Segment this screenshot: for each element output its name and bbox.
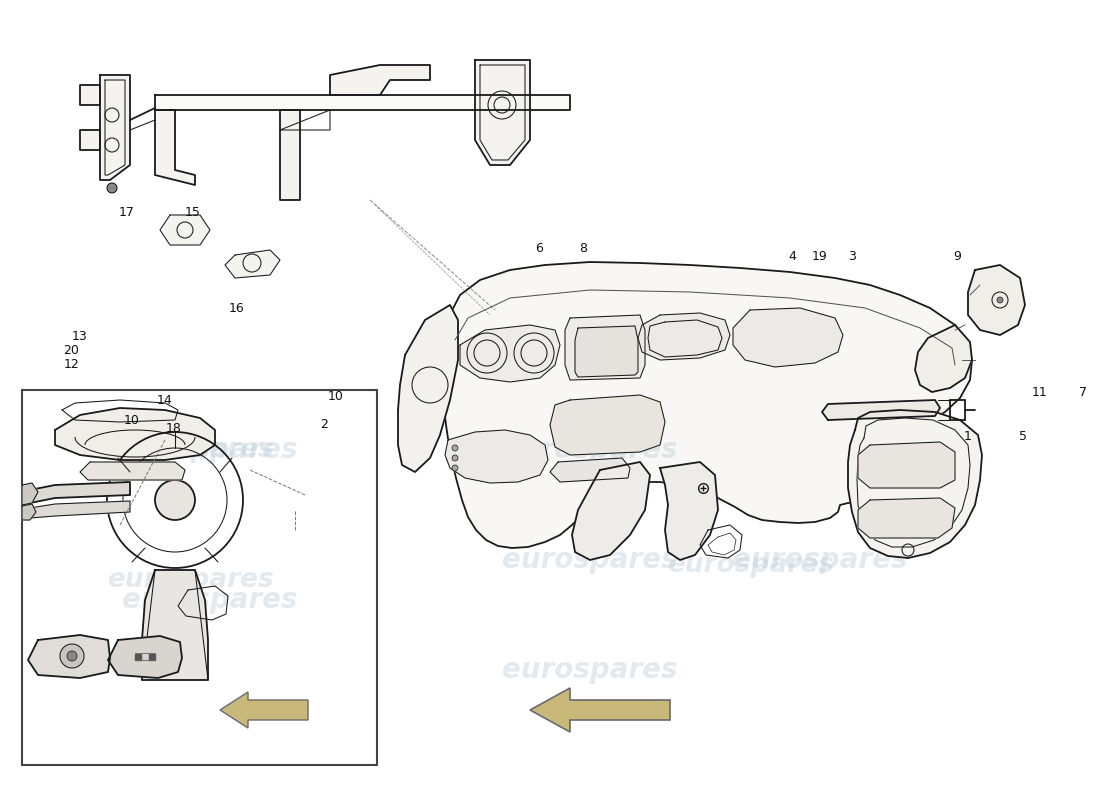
Text: 8: 8: [579, 242, 587, 254]
Polygon shape: [858, 498, 955, 538]
Polygon shape: [822, 400, 940, 420]
Polygon shape: [155, 95, 570, 110]
Text: 14: 14: [157, 394, 173, 406]
Text: eurospares: eurospares: [503, 656, 678, 684]
Text: 5: 5: [1019, 430, 1027, 442]
Text: eurospares: eurospares: [667, 552, 834, 578]
Text: 10: 10: [124, 414, 140, 426]
Polygon shape: [220, 692, 308, 728]
Polygon shape: [733, 308, 843, 367]
Text: eurospares: eurospares: [447, 437, 614, 463]
Polygon shape: [142, 570, 208, 680]
Text: eurospares: eurospares: [122, 436, 298, 464]
Text: eurospares: eurospares: [733, 546, 908, 574]
Circle shape: [452, 445, 458, 451]
Text: eurospares: eurospares: [503, 436, 678, 464]
Circle shape: [997, 297, 1003, 303]
Text: eurospares: eurospares: [503, 546, 678, 574]
Text: 13: 13: [72, 330, 87, 342]
Text: 4: 4: [788, 250, 796, 262]
Polygon shape: [475, 60, 530, 165]
Polygon shape: [80, 462, 185, 480]
Text: eurospares: eurospares: [107, 437, 274, 463]
Bar: [22, 390, 377, 765]
Polygon shape: [80, 130, 100, 150]
Polygon shape: [443, 262, 972, 548]
Polygon shape: [108, 636, 182, 678]
Polygon shape: [155, 110, 195, 185]
Circle shape: [155, 480, 195, 520]
Polygon shape: [915, 325, 972, 392]
Polygon shape: [968, 265, 1025, 335]
Text: 16: 16: [229, 302, 244, 314]
Text: 1: 1: [964, 430, 972, 442]
Polygon shape: [638, 313, 730, 360]
Polygon shape: [550, 458, 630, 482]
Polygon shape: [330, 65, 430, 95]
Circle shape: [60, 644, 84, 668]
Text: 20: 20: [64, 344, 79, 357]
Polygon shape: [848, 410, 982, 558]
Text: 19: 19: [812, 250, 827, 262]
Polygon shape: [22, 483, 38, 505]
Text: 15: 15: [185, 206, 200, 218]
Polygon shape: [660, 462, 718, 560]
Polygon shape: [280, 110, 300, 200]
Polygon shape: [550, 395, 666, 455]
Text: 10: 10: [328, 390, 343, 402]
Text: 3: 3: [848, 250, 857, 262]
Polygon shape: [460, 325, 560, 382]
Polygon shape: [55, 408, 215, 460]
Polygon shape: [575, 326, 638, 377]
Polygon shape: [446, 430, 548, 483]
Circle shape: [107, 183, 117, 193]
Circle shape: [452, 455, 458, 461]
Polygon shape: [572, 462, 650, 560]
Polygon shape: [80, 85, 100, 105]
Polygon shape: [30, 501, 130, 518]
Polygon shape: [100, 75, 130, 180]
Polygon shape: [398, 305, 458, 472]
Text: eurospares: eurospares: [122, 586, 298, 614]
Text: 17: 17: [119, 206, 134, 218]
Text: 7: 7: [1079, 386, 1088, 398]
Polygon shape: [28, 635, 110, 678]
Polygon shape: [858, 442, 955, 488]
Polygon shape: [565, 315, 645, 380]
Text: 18: 18: [166, 422, 182, 434]
Text: 9: 9: [953, 250, 961, 262]
Polygon shape: [530, 688, 670, 732]
Text: 12: 12: [64, 358, 79, 370]
Circle shape: [67, 651, 77, 661]
Circle shape: [452, 465, 458, 471]
Polygon shape: [22, 504, 36, 520]
Polygon shape: [30, 482, 130, 503]
Text: 11: 11: [1032, 386, 1047, 398]
Text: 2: 2: [320, 418, 329, 430]
Polygon shape: [160, 215, 210, 245]
Text: eurospares: eurospares: [107, 567, 274, 593]
Polygon shape: [226, 250, 280, 278]
Text: 6: 6: [535, 242, 543, 254]
